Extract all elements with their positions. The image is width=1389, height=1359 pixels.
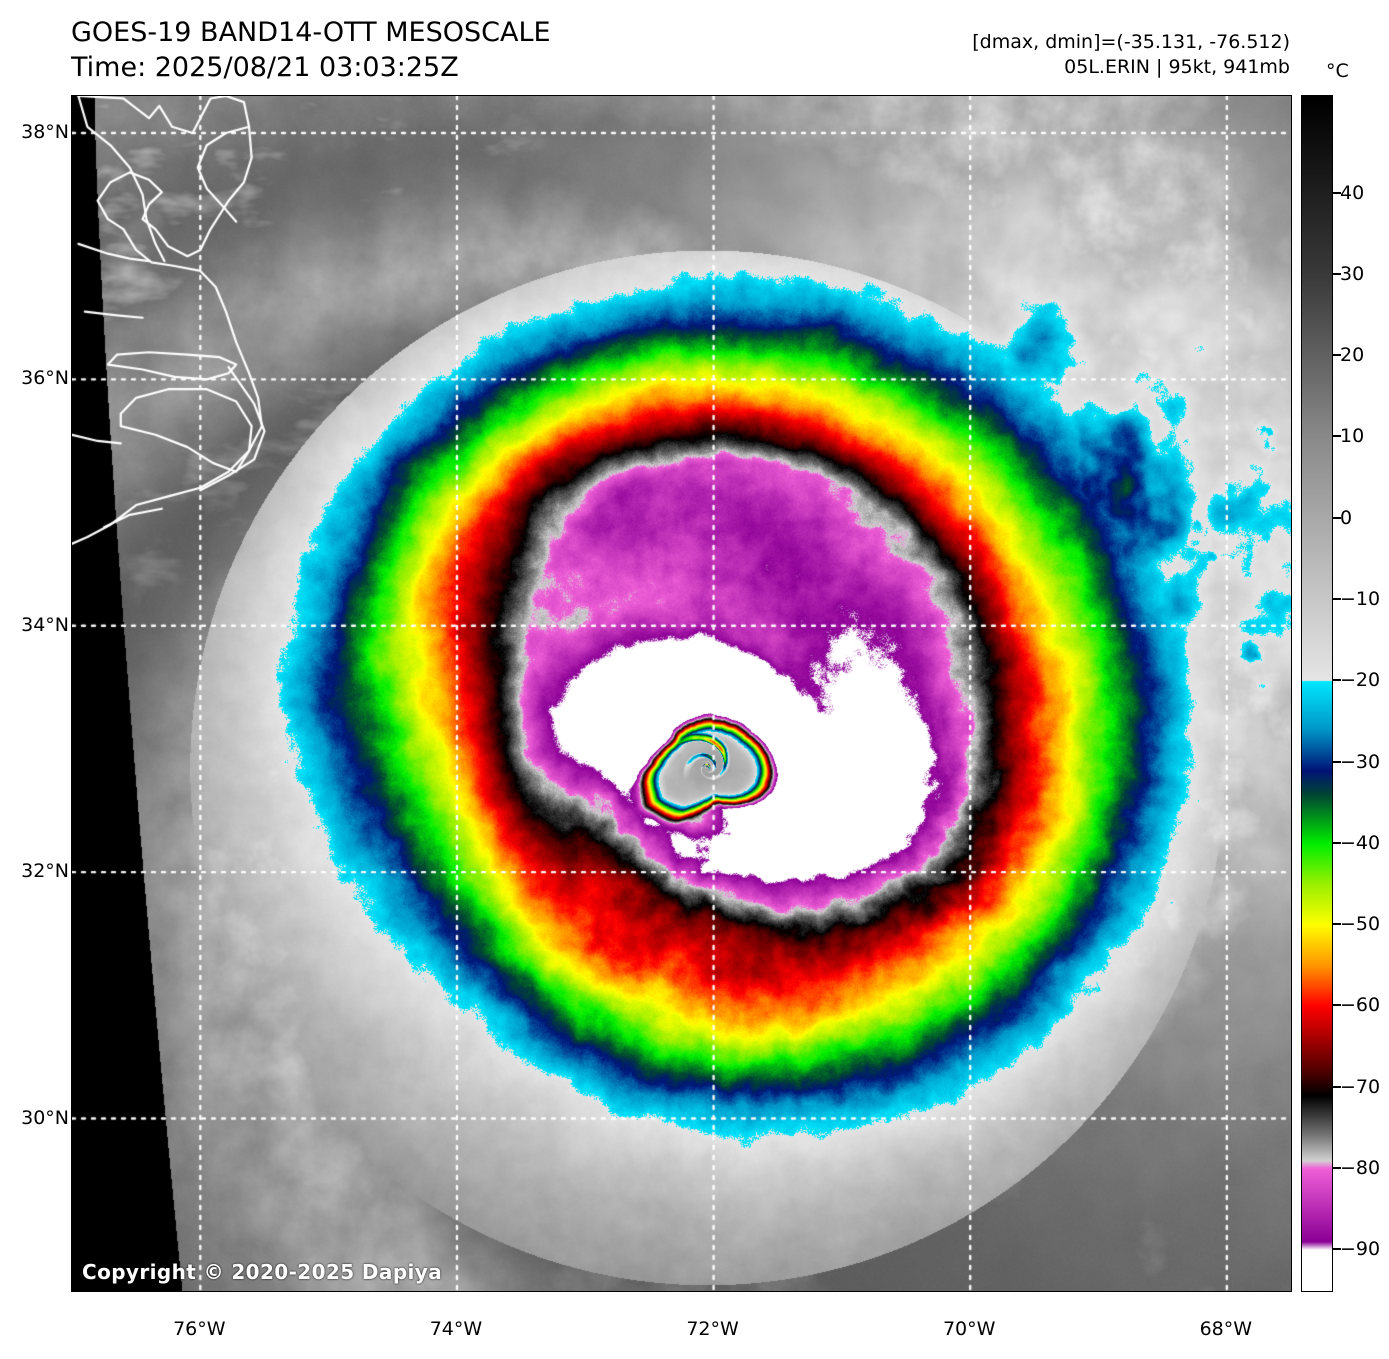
- colorbar-tick-label: −60: [1340, 994, 1381, 1017]
- longitude-tick-label: 74°W: [429, 1318, 483, 1340]
- colorbar-tick-label: 30: [1340, 262, 1365, 285]
- longitude-tick-label: 68°W: [1199, 1318, 1253, 1340]
- colorbar-tick-mark: [1332, 435, 1341, 438]
- colorbar-tick-label: 10: [1340, 425, 1365, 448]
- title-block: GOES-19 BAND14-OTT MESOSCALE Time: 2025/…: [71, 16, 551, 85]
- latitude-tick-label: 30°N: [21, 1106, 69, 1129]
- colorbar-tick-mark: [1332, 516, 1341, 519]
- colorbar-tick-label: −50: [1340, 913, 1381, 936]
- colorbar-tick-mark: [1332, 598, 1341, 600]
- colorbar-tick-mark: [1332, 841, 1341, 844]
- colorbar-tick-label: −10: [1340, 588, 1381, 610]
- latitude-tick-label: 38°N: [21, 120, 69, 143]
- coastline-and-graticule-overlay: [72, 96, 1291, 1291]
- colorbar-tick-label: −30: [1340, 750, 1381, 773]
- colorbar-gradient: [1302, 96, 1332, 1291]
- latitude-tick-label: 32°N: [21, 860, 69, 883]
- colorbar: [1301, 95, 1333, 1292]
- satellite-image-plot[interactable]: Copyright © 2020-2025 Dapiya: [71, 95, 1292, 1292]
- storm-info-label: 05L.ERIN | 95kt, 941mb: [1064, 55, 1290, 78]
- colorbar-tick-mark: [1332, 679, 1341, 682]
- colorbar-tick-label: −80: [1340, 1157, 1381, 1180]
- latitude-tick-label: 36°N: [21, 367, 69, 390]
- colorbar-tick-mark: [1332, 1004, 1341, 1007]
- timestamp-label: Time: 2025/08/21 03:03:25Z: [71, 51, 459, 83]
- colorbar-tick-mark: [1332, 760, 1341, 763]
- page-title: GOES-19 BAND14-OTT MESOSCALE: [71, 17, 551, 48]
- colorbar-unit-label: °C: [1326, 60, 1349, 82]
- colorbar-tick-mark: [1332, 354, 1341, 357]
- colorbar-tick-mark: [1332, 923, 1341, 926]
- colorbar-tick-label: 40: [1340, 181, 1365, 204]
- latitude-tick-label: 34°N: [21, 613, 69, 636]
- colorbar-tick-mark: [1332, 1167, 1341, 1170]
- colorbar-tick-label: −70: [1340, 1075, 1381, 1098]
- colorbar-tick-mark: [1332, 272, 1341, 275]
- metadata-block: [dmax, dmin]=(-35.131, -76.512) 05L.ERIN…: [972, 30, 1290, 79]
- copyright-label: Copyright © 2020-2025 Dapiya: [82, 1260, 443, 1284]
- colorbar-tick-label: −90: [1340, 1238, 1381, 1261]
- longitude-tick-label: 72°W: [686, 1318, 739, 1340]
- colorbar-tick-label: 0: [1340, 506, 1353, 529]
- colorbar-tick-label: −40: [1340, 831, 1381, 854]
- longitude-tick-label: 70°W: [942, 1318, 996, 1340]
- dmax-dmin-label: [dmax, dmin]=(-35.131, -76.512): [972, 31, 1290, 53]
- colorbar-tick-label: 20: [1340, 344, 1365, 367]
- longitude-tick-label: 76°W: [173, 1318, 226, 1340]
- colorbar-tick-mark: [1332, 1248, 1341, 1251]
- colorbar-tick-mark: [1332, 191, 1341, 194]
- colorbar-tick-label: −20: [1340, 669, 1381, 692]
- colorbar-tick-mark: [1332, 1085, 1341, 1088]
